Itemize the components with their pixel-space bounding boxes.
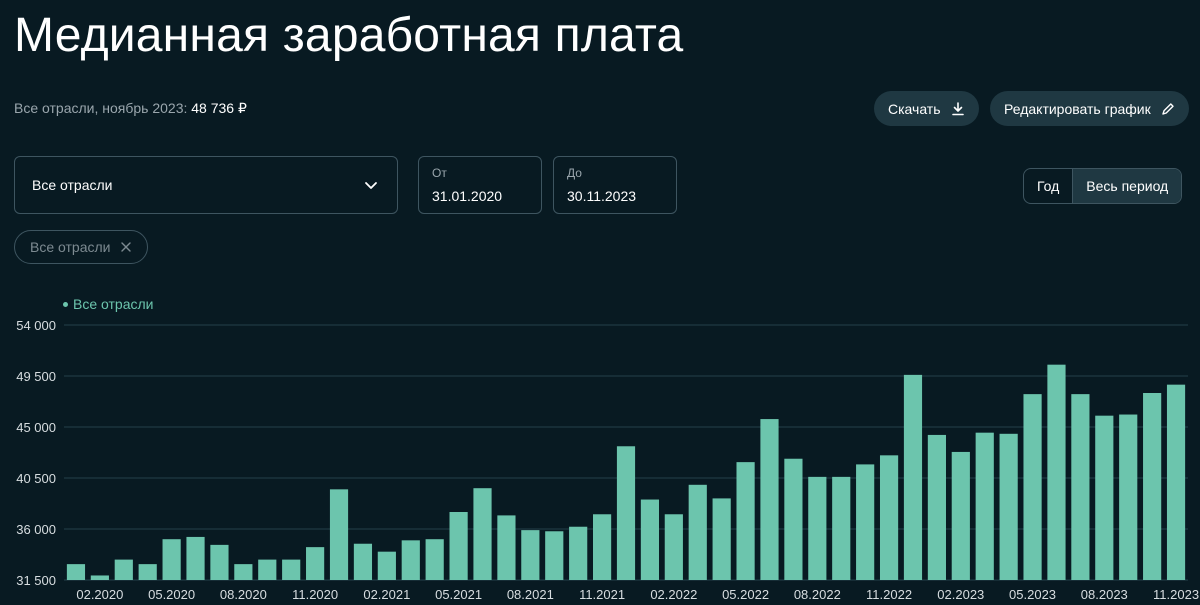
y-tick-label: 49 500 xyxy=(16,369,56,384)
bar-05.2020[interactable] xyxy=(162,539,181,580)
bar-10.2022[interactable] xyxy=(856,464,875,580)
bar-08.2020[interactable] xyxy=(234,564,253,580)
date-from-value: 31.01.2020 xyxy=(432,188,503,204)
period-option-year[interactable]: Год xyxy=(1037,178,1060,194)
x-tick-label: 08.2020 xyxy=(220,587,267,602)
x-tick-label: 02.2020 xyxy=(76,587,123,602)
bar-03.2020[interactable] xyxy=(114,559,133,580)
legend-label: Все отрасли xyxy=(73,296,154,312)
summary-text: Все отрасли, ноябрь 2023: 48 736 ₽ xyxy=(14,100,247,117)
x-tick-label: 05.2022 xyxy=(722,587,769,602)
bar-03.2021[interactable] xyxy=(401,540,420,580)
bar-12.2022[interactable] xyxy=(903,374,923,580)
date-to-field[interactable]: До 30.11.2023 xyxy=(553,156,677,214)
y-tick-label: 36 000 xyxy=(16,522,56,537)
summary-value: 48 736 ₽ xyxy=(191,100,247,116)
bar-05.2021[interactable] xyxy=(449,512,468,580)
x-tick-label: 05.2020 xyxy=(148,587,195,602)
bar-08.2023[interactable] xyxy=(1095,415,1114,580)
chevron-down-icon xyxy=(365,182,377,189)
x-tick-label: 05.2023 xyxy=(1009,587,1056,602)
x-tick-label: 08.2023 xyxy=(1081,587,1128,602)
bar-06.2021[interactable] xyxy=(473,488,492,580)
period-option-all[interactable]: Весь период xyxy=(1072,169,1182,203)
edit-chart-button-label: Редактировать график xyxy=(1004,100,1151,117)
bar-01.2022[interactable] xyxy=(640,499,660,580)
bar-06.2020[interactable] xyxy=(186,536,205,580)
bar-09.2021[interactable] xyxy=(545,531,564,580)
bar-07.2023[interactable] xyxy=(1071,394,1090,580)
date-to-label: До xyxy=(567,166,582,180)
download-button-label: Скачать xyxy=(888,100,941,117)
close-icon[interactable] xyxy=(120,241,132,253)
bar-10.2023[interactable] xyxy=(1143,393,1162,580)
bar-12.2020[interactable] xyxy=(329,489,349,580)
bar-07.2021[interactable] xyxy=(497,515,516,580)
x-tick-label: 11.2022 xyxy=(866,587,912,602)
bar-01.2023[interactable] xyxy=(927,434,946,580)
bar-07.2022[interactable] xyxy=(784,458,803,580)
filter-chip-label: Все отрасли xyxy=(30,239,111,255)
bar-12.2021[interactable] xyxy=(616,446,636,580)
bar-11.2020[interactable] xyxy=(306,547,325,580)
summary-label: Все отрасли, ноябрь 2023: xyxy=(14,100,188,116)
x-tick-label: 11.2020 xyxy=(292,587,338,602)
bar-10.2021[interactable] xyxy=(569,526,588,580)
bar-09.2023[interactable] xyxy=(1119,414,1138,580)
bar-08.2022[interactable] xyxy=(808,476,827,580)
x-tick-label: 05.2021 xyxy=(435,587,482,602)
date-from-label: От xyxy=(432,166,447,180)
industry-select-value: Все отрасли xyxy=(32,177,113,193)
bar-11.2022[interactable] xyxy=(879,455,899,580)
bar-02.2021[interactable] xyxy=(377,551,396,580)
bar-05.2023[interactable] xyxy=(1023,394,1042,580)
period-toggle: Год Весь период xyxy=(1023,168,1183,204)
bar-04.2023[interactable] xyxy=(999,433,1018,580)
legend-dot xyxy=(63,301,68,307)
x-tick-label: 11.2023 xyxy=(1153,587,1199,602)
y-tick-label: 31 500 xyxy=(16,573,56,588)
bar-04.2021[interactable] xyxy=(425,539,444,580)
bar-09.2020[interactable] xyxy=(258,559,277,580)
bar-07.2020[interactable] xyxy=(210,544,229,580)
bar-11.2023[interactable] xyxy=(1166,384,1186,580)
bar-03.2023[interactable] xyxy=(975,432,994,580)
bar-05.2022[interactable] xyxy=(736,462,755,580)
download-button[interactable]: Скачать xyxy=(874,91,979,126)
date-to-value: 30.11.2023 xyxy=(567,188,637,204)
y-tick-label: 54 000 xyxy=(16,318,56,333)
industry-select[interactable]: Все отрасли xyxy=(14,156,398,214)
x-tick-label: 02.2022 xyxy=(650,587,697,602)
bar-06.2023[interactable] xyxy=(1047,364,1066,580)
bar-06.2022[interactable] xyxy=(760,419,779,580)
edit-chart-button[interactable]: Редактировать график xyxy=(990,91,1189,126)
page-title: Медианная заработная плата xyxy=(14,9,684,62)
bar-01.2021[interactable] xyxy=(353,543,373,580)
bar-03.2022[interactable] xyxy=(688,484,707,580)
bar-08.2021[interactable] xyxy=(521,530,540,580)
chart-legend: Все отрасли xyxy=(63,296,153,312)
y-tick-label: 40 500 xyxy=(16,471,56,486)
filter-chip[interactable]: Все отрасли xyxy=(14,230,149,264)
y-tick-label: 45 000 xyxy=(16,420,56,435)
bar-09.2022[interactable] xyxy=(832,476,851,580)
x-tick-label: 02.2021 xyxy=(363,587,410,602)
pencil-icon xyxy=(1162,102,1174,115)
bar-02.2020[interactable] xyxy=(90,575,109,580)
x-tick-label: 08.2022 xyxy=(794,587,841,602)
x-tick-label: 11.2021 xyxy=(579,587,625,602)
x-tick-label: 08.2021 xyxy=(507,587,554,602)
date-from-field[interactable]: От 31.01.2020 xyxy=(418,156,542,214)
bar-02.2023[interactable] xyxy=(951,451,970,580)
bar-10.2020[interactable] xyxy=(282,559,301,580)
x-tick-label: 02.2023 xyxy=(937,587,984,602)
bar-04.2022[interactable] xyxy=(712,498,731,580)
bar-01.2020[interactable] xyxy=(66,564,86,580)
bar-04.2020[interactable] xyxy=(138,564,157,580)
bar-02.2022[interactable] xyxy=(664,514,683,580)
download-icon xyxy=(951,101,964,115)
bar-11.2021[interactable] xyxy=(593,514,612,580)
